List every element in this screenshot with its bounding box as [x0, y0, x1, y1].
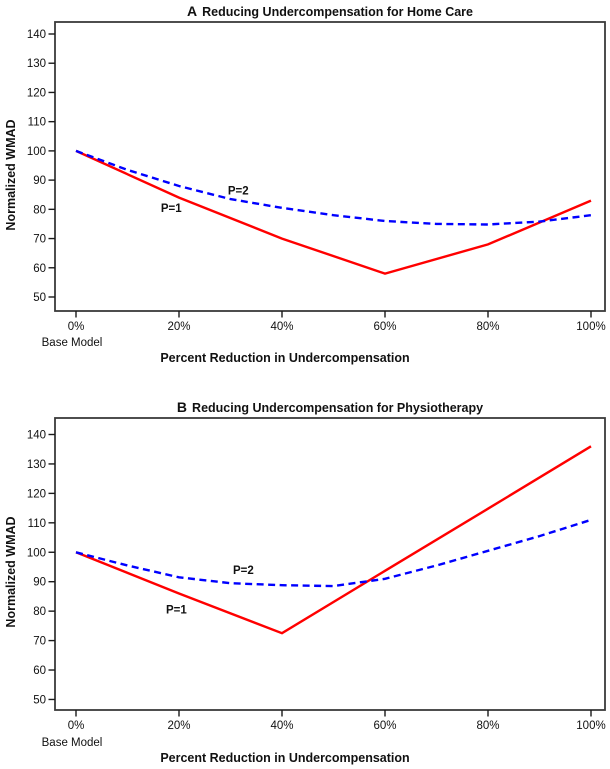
panel-a-x-tick-label: 20%	[167, 321, 190, 333]
panel-a-y-tick-label: 80	[33, 204, 46, 216]
panel-a-title-text: Reducing Undercompensation for Home Care	[202, 5, 473, 19]
panel-b-x-tick-label: 0%	[68, 720, 85, 732]
panel-a-plot-box	[54, 21, 606, 312]
panel-b-y-tick-label: 140	[27, 430, 46, 442]
panel-a-x-tick-label: 40%	[270, 321, 293, 333]
panel-a-series-label-p1: P=1	[161, 203, 182, 215]
panel-a-x-tick-label: 60%	[373, 321, 396, 333]
panel-a-x-tick-label: 0%	[68, 321, 85, 333]
panel-b-y-tick-label: 130	[27, 459, 46, 471]
panel-b-series-line-p2	[75, 518, 592, 588]
panel-b-series-line-p1	[75, 445, 592, 635]
panel-a-x-tick-label: 100%	[576, 321, 605, 333]
panel-b-title: B Reducing Undercompensation for Physiot…	[177, 399, 483, 415]
panel-b-x-tick-label: 100%	[576, 720, 605, 732]
panel-a-y-axis-label: Normalized WMAD	[4, 119, 18, 231]
panel-b-series-label-p2: P=2	[233, 565, 254, 577]
panel-b-y-tick-label: 60	[33, 665, 46, 677]
panel-b-x-tick-label: 60%	[373, 720, 396, 732]
panel-a-y-tick-label: 50	[33, 292, 46, 304]
panel-a-title-prefix: A	[187, 3, 198, 19]
panel-a-y-tick-label: 90	[33, 175, 46, 187]
panel-a-x-axis-label: Percent Reduction in Undercompensation	[160, 351, 410, 365]
panel-a-series-line-p1	[75, 149, 592, 275]
panel-b-plot-box	[54, 417, 606, 711]
panel-b-x-tick-label: 80%	[476, 720, 499, 732]
panel-a-title: A Reducing Undercompensation for Home Ca…	[187, 3, 473, 19]
panel-a-y-tick-label: 110	[28, 117, 46, 129]
panel-b-y-axis-label: Normalized WMAD	[4, 516, 18, 628]
panel-a-y-tick-label: 60	[33, 263, 46, 275]
panel-a-y-tick-label: 140	[27, 29, 46, 41]
panel-a-series-line-p2	[75, 149, 592, 226]
panel-b-y-tick-label: 70	[33, 636, 46, 648]
panel-b-title-text: Reducing Undercompensation for Physiothe…	[192, 401, 484, 415]
panel-b-title-prefix: B	[176, 399, 188, 415]
panel-a-base-model-label: Base Model	[41, 337, 103, 349]
panel-b-y-tick-label: 120	[27, 488, 46, 500]
panel-a-y-tick-label: 70	[33, 234, 46, 246]
panel-a-x-tick-label: 80%	[476, 321, 499, 333]
panel-b-x-tick-label: 20%	[167, 720, 190, 732]
panel-b-x-axis-label: Percent Reduction in Undercompensation	[160, 751, 410, 765]
panel-a-y-tick-label: 120	[27, 87, 46, 99]
panel-b-y-tick-label: 90	[33, 577, 46, 589]
panel-b-y-tick-label: 80	[33, 606, 46, 618]
panel-a-series-label-p2: P=2	[228, 185, 249, 197]
panel-b-x-tick-label: 40%	[270, 720, 293, 732]
panel-b-series-label-p1: P=1	[166, 605, 187, 617]
panel-b-y-tick-label: 100	[27, 547, 46, 559]
panel-a-y-tick-label: 100	[27, 146, 46, 158]
panel-b-base-model-label: Base Model	[41, 737, 103, 749]
panel-b-y-tick-label: 50	[33, 694, 46, 706]
panel-a-y-tick-label: 130	[27, 58, 46, 70]
panel-b-y-tick-label: 110	[28, 518, 46, 530]
